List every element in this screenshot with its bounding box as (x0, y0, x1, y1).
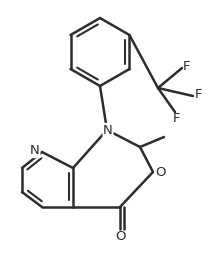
Text: F: F (195, 88, 203, 101)
Text: N: N (30, 144, 40, 158)
Text: O: O (115, 230, 125, 243)
Text: F: F (183, 59, 191, 73)
Text: F: F (173, 111, 181, 125)
Text: N: N (103, 124, 113, 136)
Text: O: O (155, 166, 165, 178)
